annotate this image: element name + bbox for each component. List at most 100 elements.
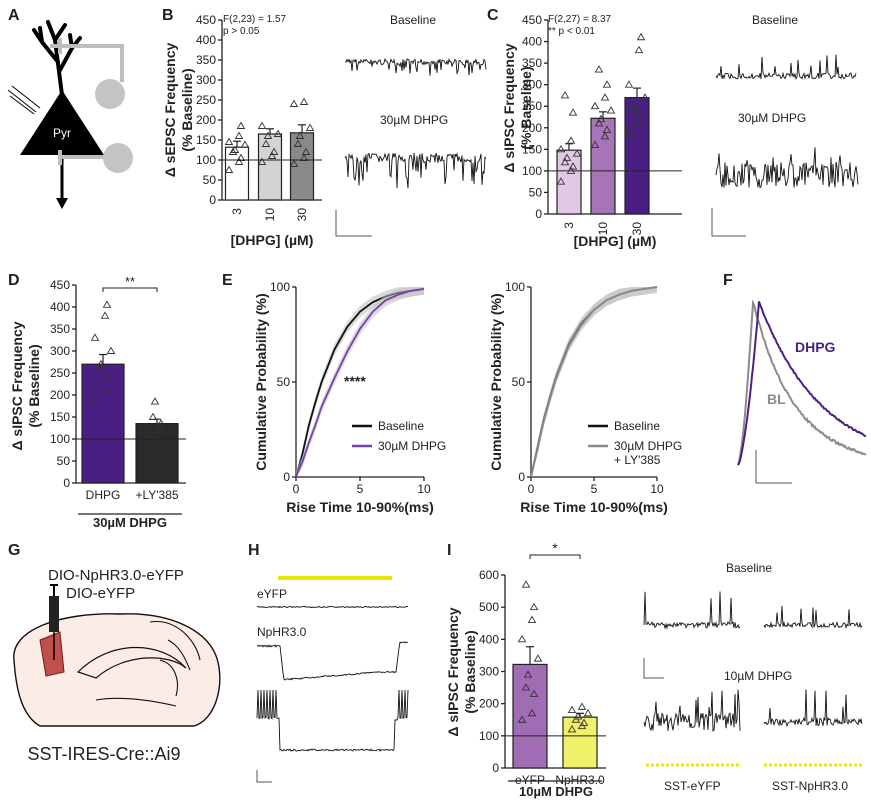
panel-d-sig-label: **	[125, 274, 135, 289]
panel-c-trace-dhpg	[715, 147, 859, 189]
chartd-ytick-label: 50	[57, 454, 71, 468]
panel-f-trace-dhpg	[737, 301, 867, 466]
charti-xtick-label: eYFP	[515, 773, 545, 787]
charti-point	[533, 654, 543, 662]
chartc-point	[636, 110, 646, 118]
panel-c-stats-line2: ** p < 0.01	[548, 26, 595, 37]
charte2-ytick-label: 50	[512, 375, 526, 389]
charti-ytick-label: 300	[479, 665, 499, 679]
chartb-point	[301, 147, 311, 155]
chartb-point	[257, 121, 267, 129]
panel-d-group-label: 30µM DHPG	[93, 515, 167, 530]
chartb-y-label-line1: Δ sEPSC Frequency	[162, 43, 178, 178]
chartb-ytick-label: 100	[196, 153, 216, 167]
panel-i-trace-eyfp-dhpg	[643, 689, 741, 732]
chartc-xtick-label: 3	[562, 222, 576, 229]
panel-b-stats-line2: p > 0.05	[223, 26, 260, 37]
panel-c-stats-line1: F(2,27) = 8.37	[548, 14, 612, 25]
interneuron-axon-upper	[50, 38, 124, 82]
chartb-xtick-label: 3	[230, 208, 244, 215]
chartd-ytick-label: 300	[50, 344, 70, 358]
panel-d-sig-bracket	[102, 287, 158, 292]
chartb-ytick-label: 300	[196, 73, 216, 87]
chartd-xtick-label: +LY'385	[135, 488, 178, 502]
chartc-point	[560, 157, 570, 166]
panel-h: eYFP NpHR3.0	[256, 576, 409, 783]
chartd-bar	[81, 363, 125, 484]
panel-a-schematic: Pyr	[7, 20, 133, 209]
chartb-point	[230, 145, 240, 153]
brain-outline	[13, 613, 221, 727]
panel-i-chart: 0 100 200 300 400 500 600 eYFP NpHR3.0 Δ sIPSC Fr…	[445, 540, 606, 787]
chartc-point	[560, 91, 570, 99]
chartb-point	[263, 131, 273, 139]
chartc-ytick-label: 150	[522, 142, 542, 156]
charti-y-label: Δ sIPSC Frequency (% Baseline)	[445, 607, 478, 736]
panel-b-trace-dhpg	[344, 152, 487, 189]
pyramidal-dendrites	[32, 20, 82, 97]
chartb-ytick-label: 450	[196, 13, 216, 27]
chartb-point	[289, 159, 299, 167]
panel-label-h: H	[248, 542, 260, 559]
chartc-ytick-label: 300	[522, 78, 542, 92]
charti-ytick-label: 500	[479, 600, 499, 614]
chartc-point	[566, 136, 576, 144]
charte2-x-label: Rise Time 10-90%(ms)	[520, 499, 668, 515]
chartd-y-label-line2: (% Baseline)	[26, 344, 42, 427]
charti-point	[517, 715, 527, 723]
charti-ytick-label: 600	[479, 568, 499, 582]
axon-arrow-icon	[56, 198, 68, 209]
charte2-xtick-label: 0	[528, 482, 535, 496]
chartb-point	[224, 165, 234, 173]
charti-point	[529, 602, 539, 611]
charti-point	[567, 725, 577, 733]
panel-c: F(2,27) = 8.37 ** p < 0.01 0 50 100 150 200 2…	[501, 13, 859, 249]
charti-ytick-label: 400	[479, 632, 499, 646]
chartb-ytick-label: 150	[196, 133, 216, 147]
chartd-point	[148, 412, 158, 420]
charte1-ytick-label: 0	[283, 470, 290, 484]
chartb-bar	[257, 133, 283, 201]
charte2-ytick-label: 100	[505, 280, 525, 294]
panel-i-scale-bar	[643, 658, 664, 679]
panel-f: DHPG BL	[737, 299, 867, 484]
charti-bar	[562, 716, 598, 769]
charte1-y-label: Cumulative Probability (%)	[253, 293, 269, 470]
chartc-y-label: Δ sIPSC Frequency (% Baseline)	[501, 43, 534, 172]
chartb-x-label: [DHPG] (µM)	[231, 232, 314, 248]
chartd-ytick-label: 450	[50, 278, 70, 292]
chartd-y-label: Δ sIPSC Frequency (% Baseline)	[9, 321, 42, 450]
panel-label-e: E	[222, 272, 233, 289]
chartd-point	[100, 311, 110, 319]
panel-b-stats-line1: F(2,23) = 1.57	[223, 14, 287, 25]
chartd-point	[94, 364, 104, 372]
charti-point	[579, 718, 589, 726]
panel-label-d: D	[8, 272, 20, 289]
chartb-point	[269, 147, 279, 155]
charti-point	[527, 708, 537, 717]
chartd-point	[106, 346, 116, 354]
panel-h-label-eyfp: eYFP	[257, 587, 287, 601]
panel-g-mouse-line: SST-IRES-Cre::Ai9	[27, 744, 180, 764]
charti-ytick-label: 0	[492, 761, 499, 775]
chartb-ytick-label: 400	[196, 33, 216, 47]
panel-f-label-dhpg: DHPG	[795, 339, 836, 355]
charti-xtick-label: NpHR3.0	[555, 773, 605, 787]
electrode-icon	[7, 85, 41, 115]
charte1-xtick-label: 5	[357, 482, 364, 496]
chartc-point	[590, 140, 600, 148]
panel-h-trace-nphr	[256, 641, 409, 681]
panel-b-scale-bar	[335, 210, 372, 237]
chartb-point	[293, 139, 303, 147]
chartc-xtick-label: 30	[630, 222, 644, 236]
chartd-y-label-line1: Δ sIPSC Frequency	[9, 321, 25, 450]
chartc-point	[624, 80, 634, 88]
panel-label-c: C	[487, 7, 499, 24]
panel-i-trace-label-right: SST-NpHR3.0	[772, 779, 848, 793]
panel-g: DIO-NpHR3.0-eYFP DIO-eYFP SST-IRES-Cre::…	[13, 567, 221, 764]
panel-i-trace-label-baseline: Baseline	[726, 561, 772, 575]
charte1-ytick-label: 50	[277, 375, 291, 389]
pyramidal-label: Pyr	[53, 126, 71, 140]
chartb-ytick-label: 200	[196, 113, 216, 127]
